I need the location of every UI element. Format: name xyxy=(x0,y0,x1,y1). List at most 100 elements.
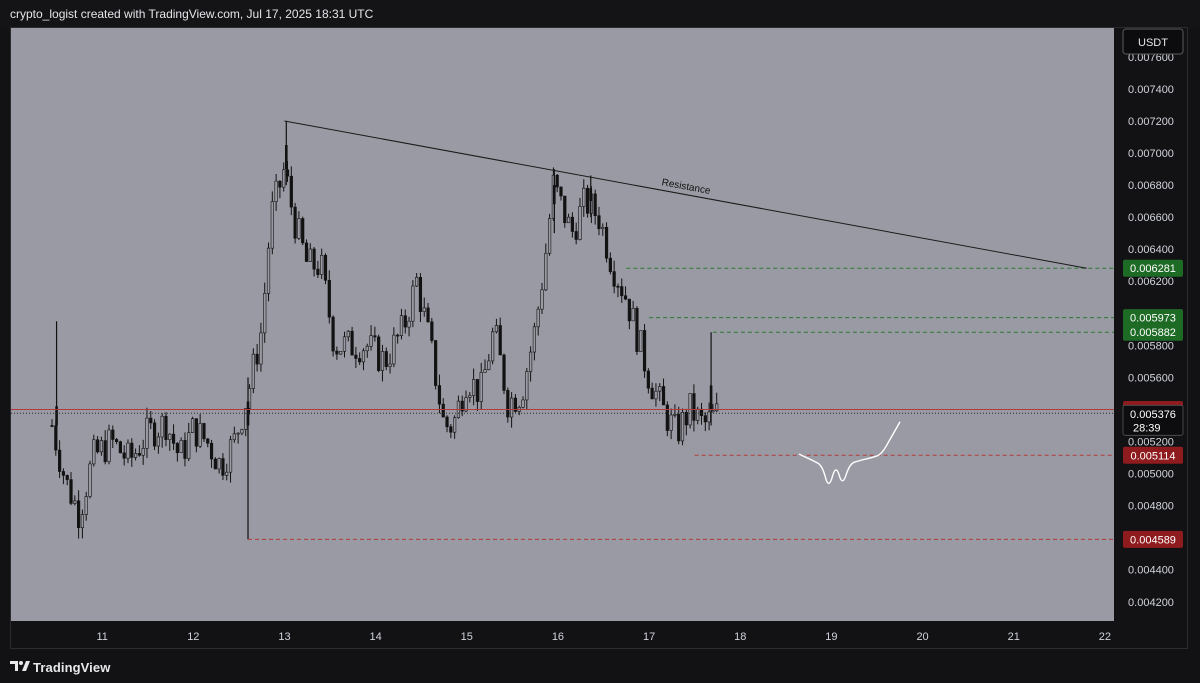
candle-body xyxy=(266,247,271,294)
candle-body xyxy=(540,289,544,310)
x-tick-label: 17 xyxy=(643,631,655,643)
candle-body xyxy=(578,206,582,240)
candle-body xyxy=(92,439,96,465)
candle-body xyxy=(160,415,164,438)
candle-body xyxy=(274,180,278,202)
y-tick-label: 0.005800 xyxy=(1128,340,1174,352)
candle-body xyxy=(616,285,620,288)
candle-body xyxy=(510,397,514,418)
x-tick-label: 20 xyxy=(916,631,928,643)
candle-body xyxy=(707,411,711,423)
spike-candle-body xyxy=(284,144,288,170)
y-tick-label: 0.005200 xyxy=(1128,436,1174,448)
spike-candle-body xyxy=(589,188,593,202)
candle-body xyxy=(669,414,673,431)
spike-candle-body xyxy=(552,185,556,205)
candle-body xyxy=(684,412,688,426)
candle-body xyxy=(604,226,609,259)
candle-body xyxy=(232,433,236,441)
projection-path xyxy=(798,421,901,485)
candle-body xyxy=(528,351,533,372)
candle-body xyxy=(620,286,624,297)
candle-body xyxy=(58,449,62,472)
candle-body xyxy=(183,440,187,459)
header-bar: crypto_logist created with TradingView.c… xyxy=(0,0,1200,28)
candle-body xyxy=(585,187,590,214)
candle-body xyxy=(570,216,574,232)
candle-body xyxy=(369,335,373,347)
candle-body xyxy=(612,271,616,287)
candle-body xyxy=(597,215,601,230)
candle-body xyxy=(73,500,77,504)
price-tags: 0.0062810.0059730.0058820.0054000.005376… xyxy=(1122,259,1184,548)
price-tag xyxy=(1122,404,1184,436)
x-tick-label: 22 xyxy=(1099,631,1111,643)
candle-body xyxy=(483,369,487,373)
chart-area[interactable]: Resistance 0.0042000.0044000.0046000.004… xyxy=(10,27,1188,649)
candle-body xyxy=(84,496,88,515)
candle-body xyxy=(331,316,335,352)
time-axis[interactable]: 11 12 13 14 15 16 17 18 19 20 21 22 xyxy=(96,631,1111,643)
candle-body xyxy=(270,201,274,249)
candle-body xyxy=(118,441,122,454)
candle-body xyxy=(95,439,100,453)
candle-body xyxy=(61,471,66,476)
y-tick-label: 0.006800 xyxy=(1128,180,1174,192)
candle-body xyxy=(312,248,316,270)
candle-body xyxy=(88,463,92,497)
candle-body xyxy=(251,353,255,389)
x-tick-label: 16 xyxy=(552,631,564,643)
candle-body xyxy=(699,408,704,416)
candle-body xyxy=(692,393,696,421)
candle-body xyxy=(244,408,248,430)
candle-body xyxy=(282,169,286,188)
candle-body xyxy=(384,351,388,367)
candle-body xyxy=(563,195,567,224)
candle-body xyxy=(50,425,54,427)
y-tick-label: 0.006400 xyxy=(1128,244,1174,256)
x-tick-label: 21 xyxy=(1008,631,1020,643)
candle-body xyxy=(213,458,217,470)
candle-body xyxy=(308,248,312,262)
y-tick-label: 0.004200 xyxy=(1128,597,1174,609)
candle-body xyxy=(156,436,160,447)
candle-body xyxy=(65,475,69,480)
candle-body xyxy=(175,443,179,454)
candle-body xyxy=(559,186,563,197)
candle-body xyxy=(506,390,510,418)
candle-body xyxy=(399,315,404,336)
candle-body xyxy=(650,387,654,400)
candle-body xyxy=(434,340,438,386)
candle-body xyxy=(190,418,195,433)
candle-body xyxy=(107,429,111,462)
candle-body xyxy=(430,321,434,341)
candle-body xyxy=(711,410,715,413)
candle-body xyxy=(297,218,301,239)
currency-button[interactable]: USDT xyxy=(1122,28,1184,55)
candle-body xyxy=(99,440,103,453)
candle-body xyxy=(217,458,221,470)
candle-body xyxy=(206,438,210,444)
candle-body xyxy=(665,404,669,431)
candle-body xyxy=(555,174,559,188)
candle-body xyxy=(137,453,141,456)
candle-body xyxy=(525,371,529,401)
candle-body xyxy=(342,336,347,352)
candle-body xyxy=(407,320,411,328)
candle-body xyxy=(236,432,240,435)
candle-body xyxy=(304,242,309,262)
price-chart[interactable]: Resistance 0.0042000.0044000.0046000.004… xyxy=(11,28,1188,649)
candle-body xyxy=(513,397,518,412)
price-tag-value: 0.005973 xyxy=(1130,313,1176,325)
candle-body xyxy=(278,180,282,188)
tradingview-brand: TradingView xyxy=(33,660,111,675)
candle-body xyxy=(703,415,707,423)
candle-body xyxy=(194,418,198,447)
candle-body xyxy=(472,379,476,396)
candle-body xyxy=(453,417,457,433)
candle-body xyxy=(80,514,85,529)
candle-body xyxy=(327,279,331,318)
spike-candle-body xyxy=(709,385,713,410)
x-tick-label: 19 xyxy=(825,631,837,643)
candle-body xyxy=(464,397,468,412)
